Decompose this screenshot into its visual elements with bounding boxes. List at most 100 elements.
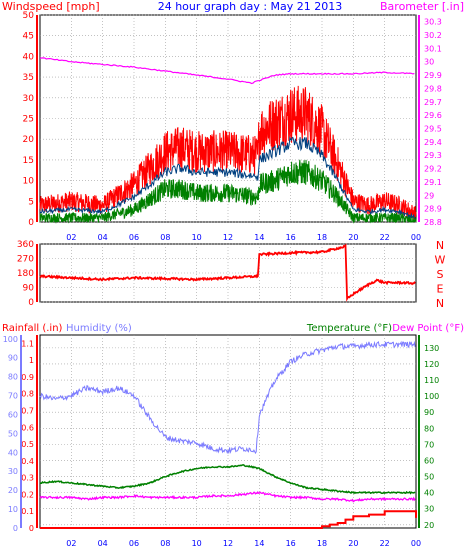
barometer-tick-label: 29.1 xyxy=(424,178,442,187)
wind-tick-label: 35 xyxy=(23,73,34,83)
temperature-tick-label: 90 xyxy=(424,408,434,417)
barometer-tick-label: 29.7 xyxy=(424,98,442,107)
wind-tick-label: 15 xyxy=(23,156,34,166)
barometer-y-axis: 28.8 28.9 29 29.1 29.2 29.3 29.4 29.5 29.6 29.7 29… xyxy=(418,15,442,227)
hour-tick-label: 22 xyxy=(380,539,390,548)
rain-tick-label: 0.3 xyxy=(21,474,34,483)
temperature-tick-label: 60 xyxy=(424,456,434,465)
hour-tick-label: 16 xyxy=(286,233,296,242)
series-layer xyxy=(39,57,417,529)
hour-tick-label: 02 xyxy=(66,233,76,242)
rainfall-legend: Rainfall (.in) xyxy=(2,323,63,334)
humidity-tick-label: 80 xyxy=(8,373,18,382)
temperature-tick-label: 70 xyxy=(424,440,434,449)
humidity-tick-label: 40 xyxy=(8,448,18,457)
rain-tick-label: 0.9 xyxy=(21,373,34,382)
barometer-tick-label: 29.9 xyxy=(424,71,442,80)
temperature-tick-label: 50 xyxy=(424,473,434,482)
hour-tick-label: 18 xyxy=(317,539,327,548)
hour-tick-label: 00 xyxy=(411,233,421,242)
barometer-tick-label: 29.2 xyxy=(424,165,442,174)
barometer-tick-label: 28.9 xyxy=(424,205,442,214)
rain-tick-label: 0.1 xyxy=(21,507,34,516)
barometer-tick-label: 30.1 xyxy=(424,44,442,53)
direction-tick-label: 270 xyxy=(17,255,34,265)
hour-tick-label: 10 xyxy=(192,233,202,242)
hour-tick-label: 12 xyxy=(223,233,233,242)
compass-label: N xyxy=(436,297,444,310)
hour-tick-label: 22 xyxy=(380,233,390,242)
barometer-tick-label: 29.5 xyxy=(424,125,442,134)
rain-tick-label: 0 xyxy=(29,524,34,533)
wind-tick-label: 20 xyxy=(23,135,35,145)
rainfall-line xyxy=(40,510,417,529)
direction-tick-label: 90 xyxy=(23,284,35,294)
dewpoint-legend: Dew Point (°F) xyxy=(392,323,464,334)
hour-tick-label: 00 xyxy=(411,539,421,548)
wind-tick-label: 0 xyxy=(28,218,34,228)
temperature-tick-label: 110 xyxy=(424,376,439,385)
hour-tick-label: 14 xyxy=(254,233,264,242)
temperature-tick-label: 30 xyxy=(424,505,434,514)
hour-tick-label: 02 xyxy=(66,539,76,548)
compass-label: N xyxy=(436,239,444,252)
wind-tick-label: 40 xyxy=(23,52,35,62)
hour-tick-label: 04 xyxy=(98,233,108,242)
rain-tick-label: 0.8 xyxy=(21,390,34,399)
hour-tick-label: 18 xyxy=(317,233,327,242)
rain-tick-label: 0.5 xyxy=(21,440,34,449)
climate-grid xyxy=(40,335,416,528)
wind-title: Windspeed [mph] xyxy=(2,0,100,13)
barometer-tick-label: 30.3 xyxy=(424,18,442,27)
temperature-tick-label: 100 xyxy=(424,392,439,401)
temperature-tick-label: 40 xyxy=(424,489,434,498)
barometer-line xyxy=(39,57,415,85)
hour-tick-label: 04 xyxy=(98,539,108,548)
wind-tick-label: 50 xyxy=(23,11,35,21)
humidity-tick-label: 10 xyxy=(8,505,18,514)
barometer-tick-label: 29.3 xyxy=(424,151,442,160)
temperature-tick-label: 120 xyxy=(424,360,439,369)
hour-tick-label: 14 xyxy=(254,539,264,548)
rain-tick-label: 0.7 xyxy=(21,407,34,416)
humidity-tick-label: 20 xyxy=(8,486,18,495)
hour-tick-label: 20 xyxy=(348,233,358,242)
temperature-tick-label: 130 xyxy=(424,344,439,353)
humidity-tick-label: 70 xyxy=(8,392,18,401)
barometer-tick-label: 28.8 xyxy=(424,218,442,227)
compass-label: E xyxy=(437,283,444,296)
hour-tick-label: 16 xyxy=(286,539,296,548)
temperature-tick-label: 20 xyxy=(424,521,434,530)
temperature-y-axis: 20 30 40 50 60 70 80 90 100 110 120 130 xyxy=(418,335,439,530)
hour-tick-label: 08 xyxy=(160,233,170,242)
temperature-tick-label: 80 xyxy=(424,424,434,433)
humidity-legend: Humidity (%) xyxy=(66,323,132,334)
humidity-tick-label: 60 xyxy=(8,410,18,419)
humidity-tick-label: 0 xyxy=(13,524,18,533)
wind-tick-label: 10 xyxy=(23,177,35,187)
barometer-tick-label: 29.4 xyxy=(424,138,442,147)
dewpoint-line xyxy=(39,490,416,503)
barometer-tick-label: 29.6 xyxy=(424,111,442,120)
barometer-tick-label: 29.8 xyxy=(424,84,442,93)
hour-tick-label: 12 xyxy=(223,539,233,548)
humidity-tick-label: 90 xyxy=(8,354,18,363)
hour-tick-label: 20 xyxy=(348,539,358,548)
wind-direction-line xyxy=(39,243,416,302)
wind-tick-label: 25 xyxy=(23,115,34,125)
temperature-line xyxy=(39,464,416,495)
barometer-tick-label: 30 xyxy=(424,58,434,67)
wind-gust-line xyxy=(39,85,417,221)
hour-tick-label: 10 xyxy=(192,539,202,548)
wind-tick-label: 45 xyxy=(23,32,34,42)
wind-x-axis: 02 04 06 08 10 12 14 16 18 20 22 00 xyxy=(66,233,421,242)
wind-tick-label: 5 xyxy=(28,197,34,207)
wind-average-line xyxy=(39,136,416,220)
rain-tick-label: 1.1 xyxy=(21,339,34,348)
graph-title: 24 hour graph day : May 21 2013 xyxy=(158,0,343,13)
rain-tick-label: 0.6 xyxy=(21,423,34,432)
rain-tick-label: 1 xyxy=(29,356,34,365)
wind-low-line xyxy=(39,159,417,224)
